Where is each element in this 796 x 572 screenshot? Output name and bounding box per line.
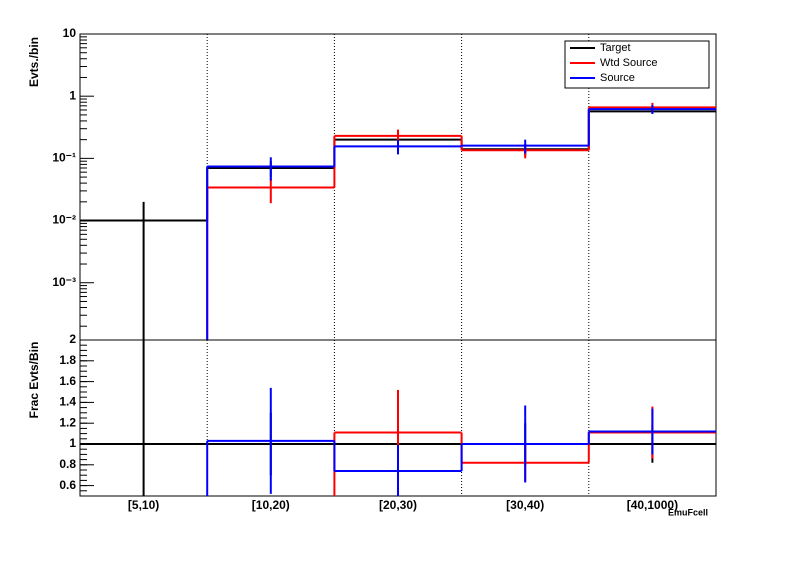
y-tick-label: 10 [63,26,77,40]
y-axis-title: Evts./bin [27,37,41,87]
x-tick-label: [30,40) [506,498,544,512]
x-tick-label: [20,30) [379,498,417,512]
y-tick-label: 1 [69,436,76,450]
x-axis-title: EmuFcell [668,507,708,517]
x-tick-label: [40,1000) [627,498,678,512]
legend-label: Wtd Source [600,57,657,69]
plot-area [80,102,716,340]
y-axis-title: Frac Evts/Bin [27,342,41,419]
x-tick-label: [10,20) [252,498,290,512]
y-tick-label: 0.6 [59,478,76,492]
legend-label: Target [600,42,631,54]
y-tick-label: 0.8 [59,457,76,471]
y-tick-label: 2 [69,332,76,346]
legend-label: Source [600,72,635,84]
y-tick-label: 10⁻³ [52,275,76,289]
y-tick-label: 1.4 [59,395,76,409]
y-tick-label: 1 [69,88,76,102]
y-tick-label: 1.6 [59,374,76,388]
y-tick-label: 1.2 [59,415,76,429]
y-tick-label: 10⁻² [52,213,76,227]
plot-area [80,340,716,496]
y-tick-label: 1.8 [59,353,76,367]
x-tick-label: [5,10) [128,498,159,512]
y-tick-label: 10⁻¹ [52,151,76,165]
